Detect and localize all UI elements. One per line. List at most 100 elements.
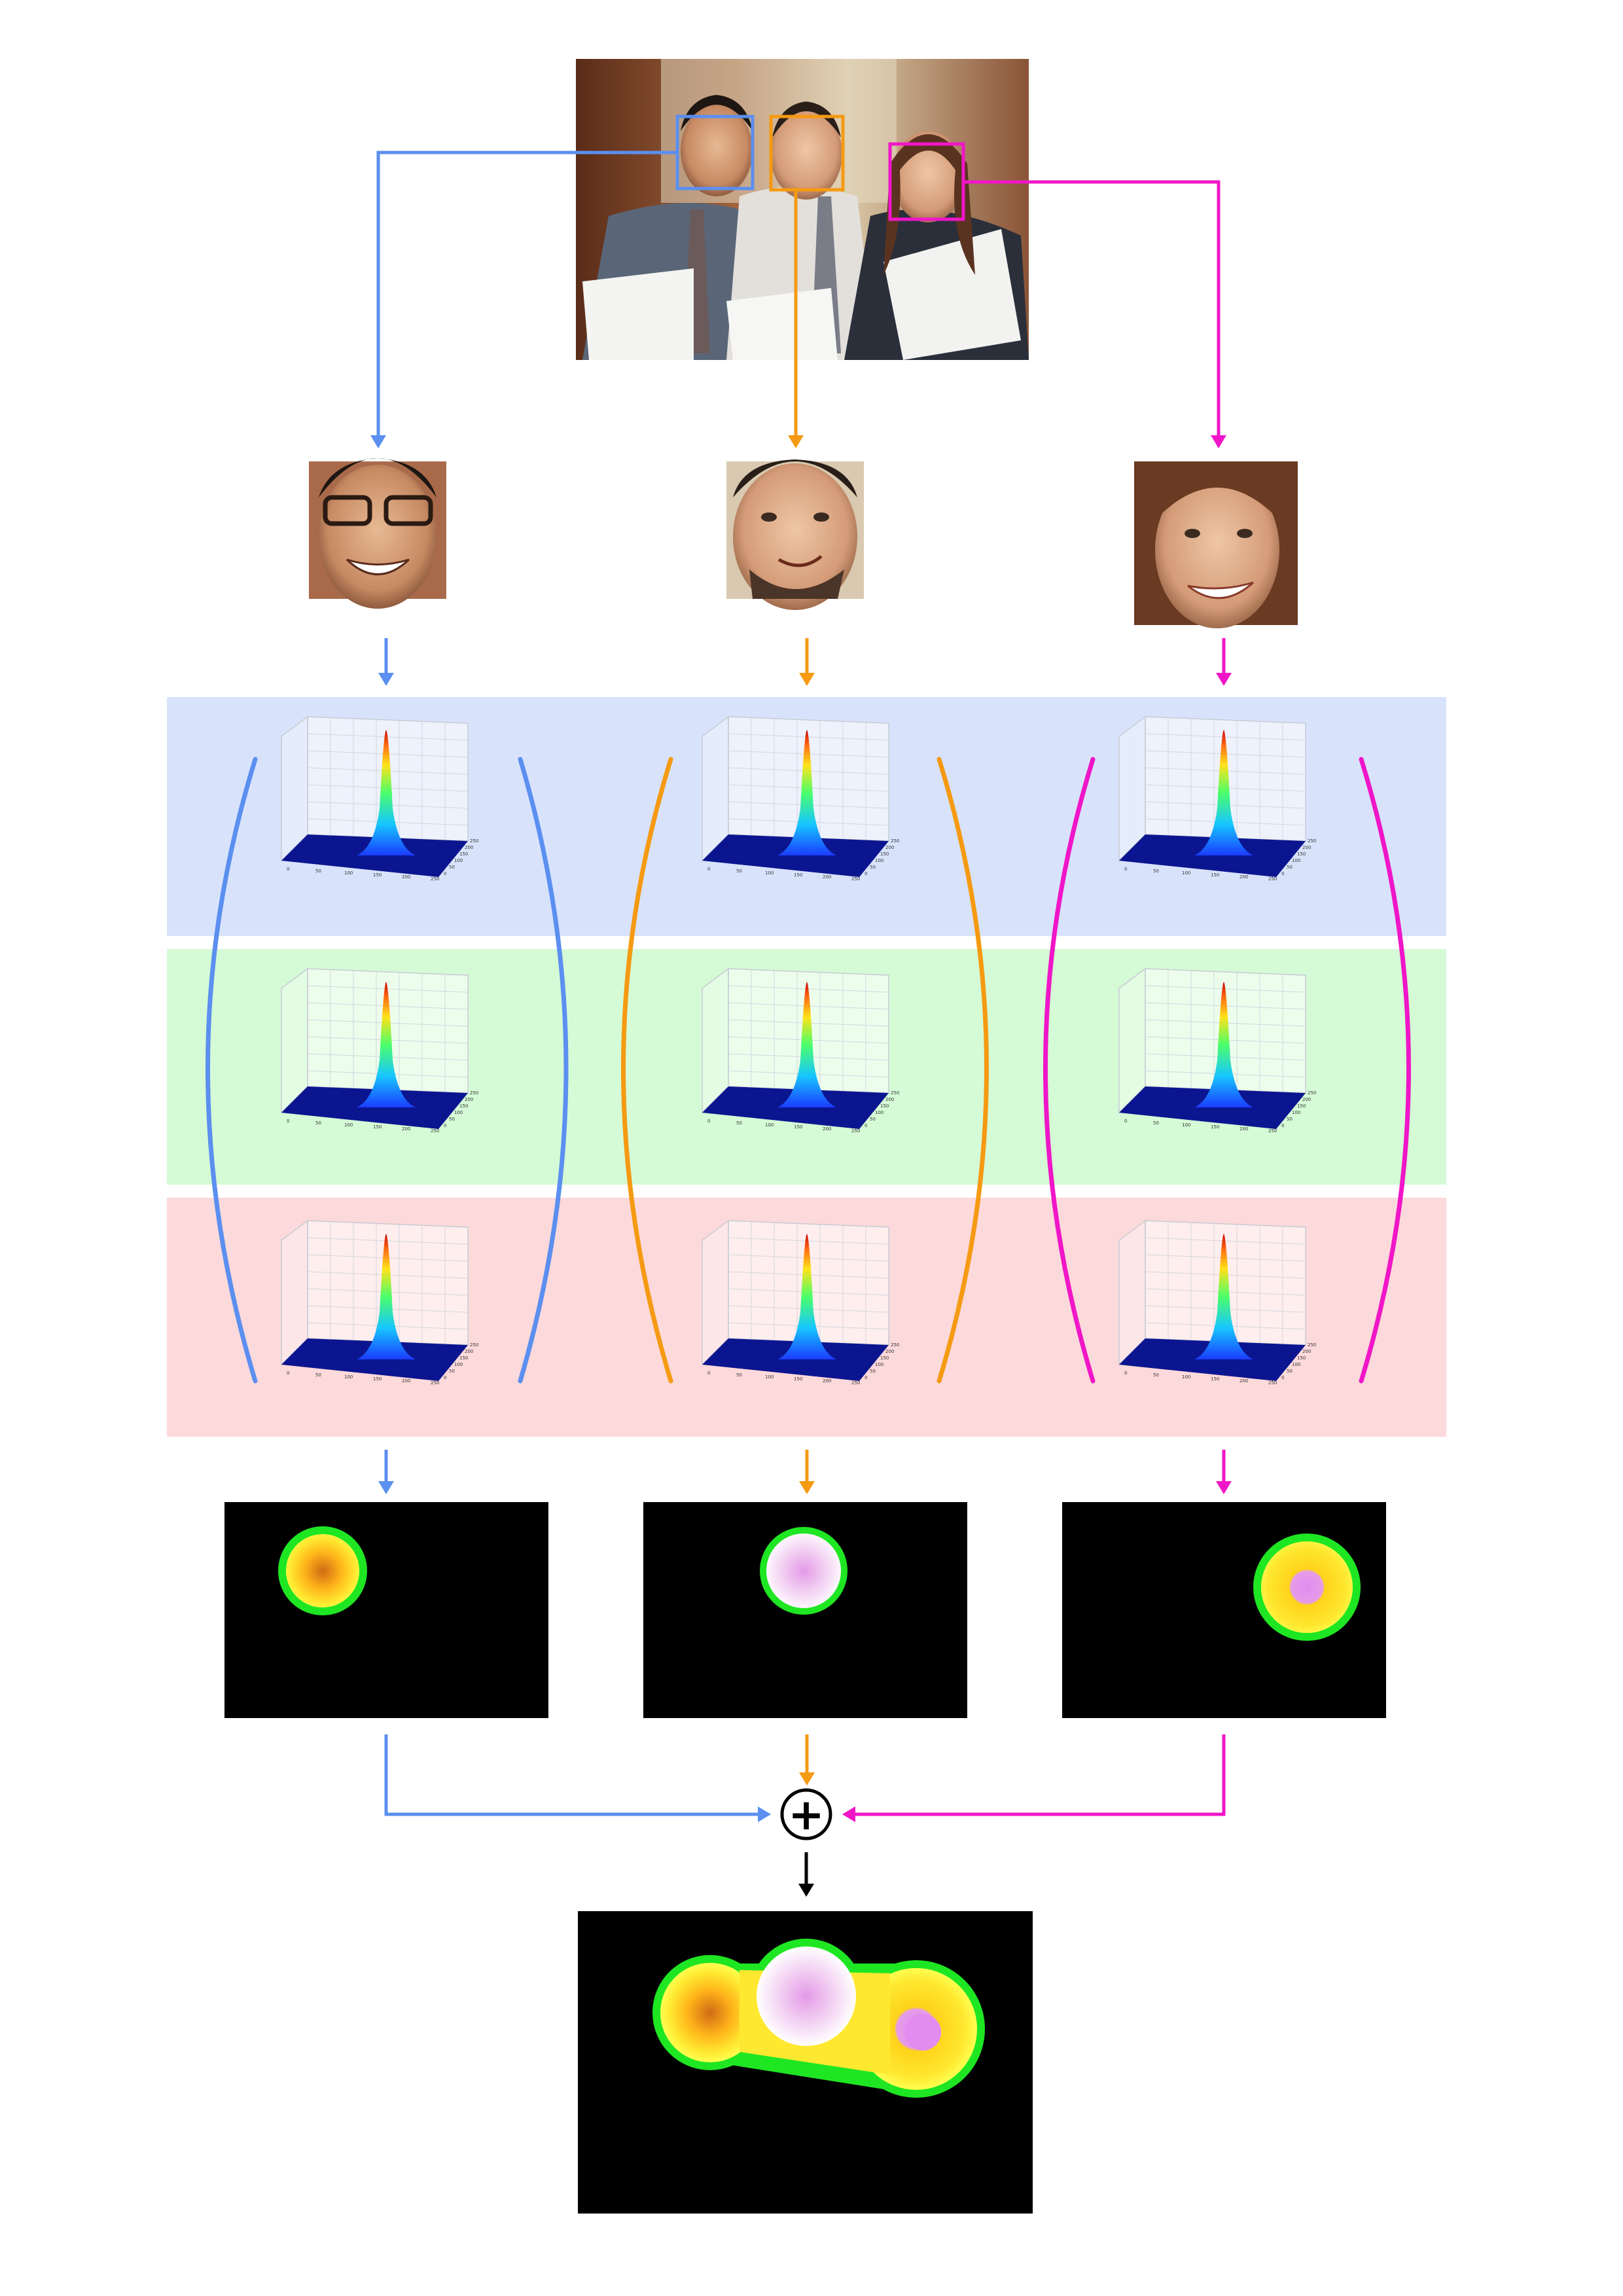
tick-label-x: 0 (707, 1119, 710, 1124)
tick-label-y: 200 (1302, 845, 1311, 850)
tick-label-y: 150 (1297, 852, 1306, 857)
tick-label-y: 200 (465, 1349, 473, 1354)
tick-label-x: 200 (402, 874, 410, 880)
tick-label-x: 150 (1211, 1376, 1219, 1382)
tick-label-y: 250 (470, 1342, 478, 1348)
tick-label-x: 50 (736, 1121, 742, 1126)
tick-label-y: 100 (454, 858, 463, 863)
face-box-orange (769, 115, 845, 192)
tick-label-y: 0 (865, 1375, 867, 1380)
tick-label-y: 100 (1292, 858, 1300, 863)
tick-label-x: 150 (1211, 1124, 1219, 1130)
arrow-magenta-to-sum (854, 1734, 1226, 1816)
tick-label-y: 100 (1292, 1110, 1300, 1115)
tick-label-x: 100 (1182, 870, 1190, 876)
bracket-group-magenta (1043, 757, 1411, 1384)
tick-label-x: 250 (851, 1128, 860, 1134)
tick-label-x: 150 (373, 872, 382, 878)
tick-label-y: 0 (444, 1123, 446, 1128)
tick-label-y: 50 (1287, 1117, 1293, 1122)
tick-label-x: 250 (851, 876, 860, 882)
tick-label-x: 0 (707, 867, 710, 872)
bracket-group-blue (205, 757, 569, 1384)
tick-label-x: 50 (315, 869, 321, 874)
photo-to-crop-arrows (370, 151, 1226, 448)
tick-label-x: 250 (1268, 1128, 1277, 1134)
heatmap-3 (1062, 1502, 1386, 1718)
tick-label-x: 50 (736, 869, 742, 874)
sum-node: + (780, 1788, 832, 1840)
tick-label-y: 250 (1308, 1342, 1316, 1348)
tick-label-x: 200 (402, 1378, 410, 1384)
tick-label-y: 0 (1281, 1123, 1284, 1128)
tick-label-y: 250 (1308, 1090, 1316, 1096)
tick-label-y: 0 (1281, 1375, 1284, 1380)
tick-label-x: 50 (315, 1121, 321, 1126)
group-photo (576, 59, 1029, 360)
tick-label-x: 100 (765, 870, 774, 876)
tick-label-y: 100 (1292, 1362, 1300, 1367)
tick-label-y: 250 (470, 1090, 478, 1096)
tick-label-x: 100 (1182, 1122, 1190, 1128)
tick-label-y: 200 (885, 845, 894, 850)
tick-label-x: 200 (823, 1126, 831, 1132)
tick-label-y: 100 (875, 1362, 883, 1367)
tick-label-y: 200 (465, 845, 473, 850)
tick-label-x: 200 (402, 1126, 410, 1132)
tick-label-x: 250 (431, 876, 439, 882)
heatmap-1 (224, 1502, 548, 1718)
sum-connectors (384, 1734, 1226, 1822)
tick-label-x: 50 (1153, 1121, 1159, 1126)
tick-label-x: 100 (344, 1374, 353, 1380)
tick-label-x: 150 (1211, 872, 1219, 878)
tick-label-y: 200 (465, 1097, 473, 1102)
tick-label-x: 200 (1240, 1126, 1248, 1132)
tick-label-y: 50 (449, 1117, 455, 1122)
tick-label-y: 150 (1297, 1103, 1306, 1109)
tick-label-y: 0 (444, 871, 446, 876)
tick-label-x: 200 (1240, 1378, 1248, 1384)
tick-label-x: 0 (1124, 1119, 1127, 1124)
tick-label-x: 0 (287, 1371, 289, 1376)
face-crop-3 (1134, 461, 1298, 628)
tick-label-x: 50 (315, 1372, 321, 1378)
tick-label-x: 0 (287, 1119, 289, 1124)
tick-label-y: 250 (470, 838, 478, 844)
tick-label-x: 200 (1240, 874, 1248, 880)
tick-label-x: 100 (765, 1122, 774, 1128)
face-crop-1 (309, 458, 446, 609)
tick-label-x: 150 (794, 1376, 802, 1382)
tick-label-y: 0 (1281, 871, 1284, 876)
tick-label-y: 150 (880, 852, 889, 857)
tick-label-y: 50 (449, 865, 455, 870)
tick-label-y: 150 (880, 1355, 889, 1361)
tick-label-y: 250 (891, 838, 899, 844)
tick-label-x: 0 (1124, 1371, 1127, 1376)
tick-label-y: 50 (449, 1369, 455, 1374)
tick-label-y: 200 (1302, 1349, 1311, 1354)
tick-label-y: 150 (459, 1355, 468, 1361)
plot-to-heatmap-arrows (378, 1450, 1232, 1494)
tick-label-x: 200 (823, 874, 831, 880)
tick-label-y: 0 (865, 1123, 867, 1128)
tick-label-y: 200 (1302, 1097, 1311, 1102)
tick-label-y: 50 (870, 1369, 876, 1374)
tick-label-x: 100 (1182, 1374, 1190, 1380)
tick-label-y: 50 (1287, 1369, 1293, 1374)
tick-label-x: 250 (431, 1128, 439, 1134)
tick-label-y: 150 (459, 1103, 468, 1109)
tick-label-x: 250 (1268, 876, 1277, 882)
tick-label-y: 250 (1308, 838, 1316, 844)
tick-label-y: 200 (885, 1349, 894, 1354)
tick-label-y: 150 (459, 852, 468, 857)
tick-label-x: 50 (1153, 869, 1159, 874)
tick-label-y: 0 (444, 1375, 446, 1380)
